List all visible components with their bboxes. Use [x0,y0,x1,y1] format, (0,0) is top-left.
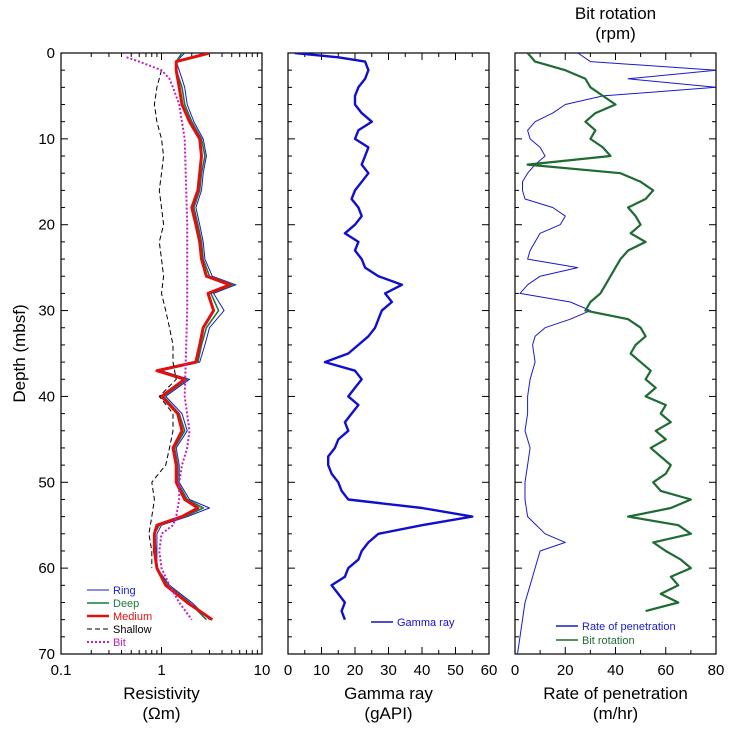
series-line-medium [152,53,232,621]
series-line-deep [153,53,235,621]
legend-label: Shallow [113,624,152,636]
x-tick-label: 40 [414,662,431,679]
x-tick-label: 10 [313,662,330,679]
panels: 0 10 20 30 40 50 60 70 Depth (mbsf) 0.1 1 10 Resisti… [10,4,724,723]
y-axis-label: Depth (mbsf) [10,304,29,402]
legend-label: Rate of penetration [582,621,676,633]
legend-label: Bit [113,637,126,649]
plot-frame [287,52,490,655]
x-tick-label: 60 [481,662,498,679]
top-axis-title: Bit rotation [575,4,656,23]
x-tick-label: 0 [284,662,292,679]
series-line-bit [126,56,193,621]
x-axis-title: Rate of penetration [543,684,688,703]
x-tick-label: 80 [708,662,725,679]
y-tick-label: 0 [47,45,55,62]
y-tick-label: 20 [38,217,55,234]
x-tick-label: 0 [511,662,519,679]
x-tick-label: 20 [347,662,364,679]
top-axis-unit: (rpm) [595,24,636,43]
series-line-gamma-ray [294,53,474,621]
x-tick-label: 30 [380,662,397,679]
series-line-rate-of-penetration [517,53,716,654]
y-tick-label: 60 [38,560,55,577]
y-tick-label: 30 [38,303,55,320]
x-tick-label: 10 [254,662,271,679]
y-tick-label: 50 [38,474,55,491]
legend-label: Gamma ray [397,617,455,629]
x-tick-label: 40 [607,662,624,679]
x-axis-unit: (m/hr) [593,704,638,723]
x-tick-label: 50 [447,662,464,679]
x-tick-label: 20 [557,662,574,679]
y-tick-label: 10 [38,131,55,148]
y-tick-label: 70 [38,646,55,663]
panel-1: 0 10 20 30 40 50 60 70 Depth (mbsf) 0.1 1 10 Resisti… [10,45,270,723]
legend-label: Deep [113,598,139,610]
legend-label: Bit rotation [582,635,635,647]
x-tick-label: 1 [157,662,165,679]
legend-label: Ring [113,585,136,597]
x-axis-title: Resistivity [123,684,200,703]
y-tick-label: 40 [38,388,55,405]
series-line-bit-rotation [526,53,693,613]
legend-label: Medium [113,611,152,623]
x-axis-unit: (gAPI) [364,704,412,723]
series-line-shallow [148,70,177,569]
series-line-ring [156,53,237,621]
x-axis-unit: (Ωm) [142,704,180,723]
x-axis-title: Gamma ray [344,684,433,703]
x-tick-label: 0.1 [51,662,72,679]
x-tick-label: 60 [657,662,674,679]
